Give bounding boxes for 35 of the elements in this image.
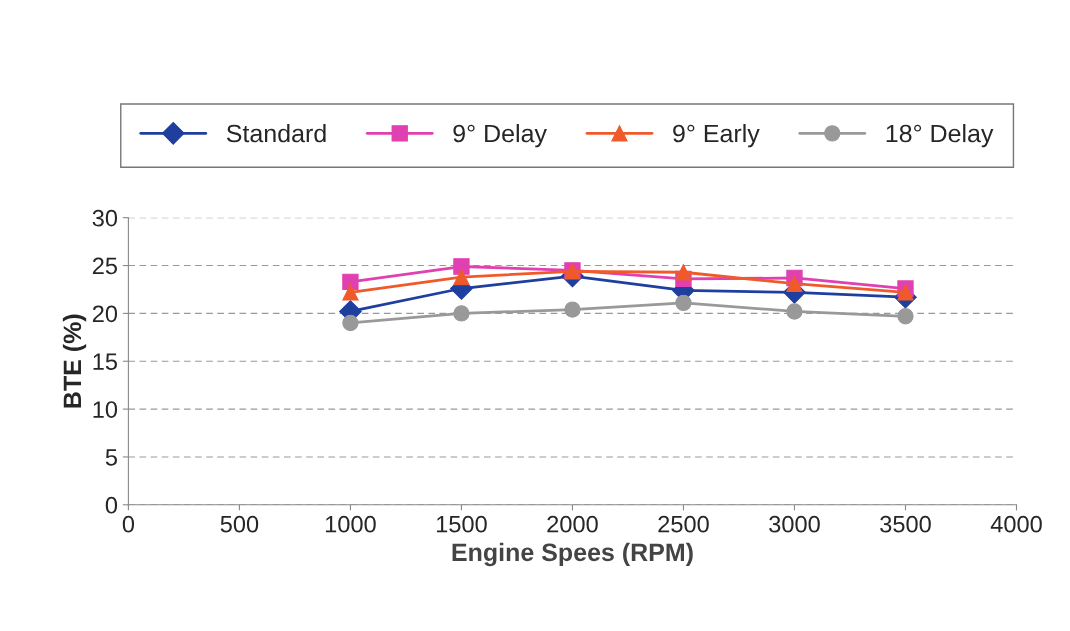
y-tick-label: 25 [92, 257, 117, 275]
point [564, 301, 581, 318]
x-tick-label: 3000 [769, 515, 820, 533]
point [342, 314, 359, 332]
y-tick-label: 0 [105, 496, 118, 514]
y-tick-label: 5 [105, 449, 117, 466]
x-tick-label: 0 [122, 515, 135, 533]
x-tick-label: 3500 [880, 515, 931, 533]
y-tick-label: 15 [93, 353, 117, 371]
point [897, 284, 914, 301]
point [675, 294, 692, 312]
x-axis-title: Engine Spees (RPM) [452, 542, 693, 567]
x-tick-label: 4000 [990, 515, 1042, 533]
x-tick-label: 1500 [436, 515, 487, 533]
legend-label: 9° Delay [453, 124, 547, 148]
y-tick-label: 20 [92, 305, 118, 323]
y-axis-title: BTE (%) [62, 314, 87, 408]
legend-label: 18° Delay [886, 124, 994, 148]
point [786, 275, 803, 292]
y-tick-label: 10 [93, 401, 118, 418]
legend-label: 9° Early [673, 124, 760, 148]
legend-label: Standard [226, 124, 326, 143]
x-tick-label: 500 [220, 515, 259, 533]
point [897, 308, 914, 325]
x-tick-label: 2500 [658, 515, 709, 533]
point [453, 258, 470, 275]
point [675, 264, 692, 281]
point [453, 305, 470, 322]
point [786, 303, 803, 320]
point [342, 284, 359, 301]
point [453, 268, 470, 286]
x-tick-label: 1000 [325, 515, 376, 533]
point [342, 273, 359, 290]
y-tick-label: 30 [92, 209, 118, 227]
x-tick-label: 2000 [547, 515, 598, 533]
